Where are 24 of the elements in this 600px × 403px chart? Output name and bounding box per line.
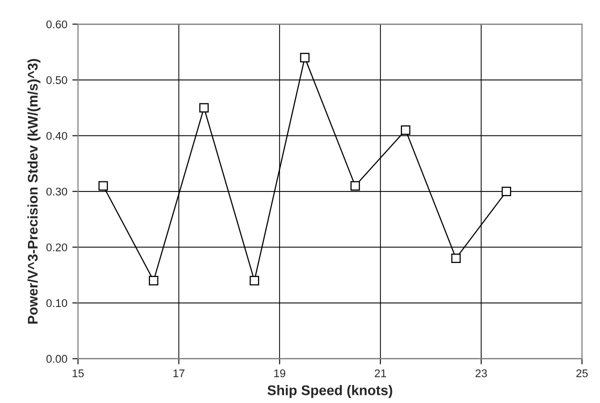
y-axis-title: Power/V^3-Precision Stdev (kW/(m/s)^3) [27, 58, 40, 324]
point [199, 103, 209, 113]
point [300, 52, 310, 62]
point [451, 254, 461, 264]
x-tick-label: 23 [476, 369, 487, 378]
y-tick-label: 0.30 [46, 188, 68, 196]
y-tick-label: 0.10 [46, 299, 68, 308]
y-tick-label: 0.40 [46, 132, 68, 140]
point [350, 181, 360, 191]
point [148, 276, 158, 286]
y-tick-label: 0.50 [46, 76, 68, 84]
point [502, 186, 512, 196]
x-tick-label: 15 [72, 369, 84, 378]
x-tick-label: 21 [374, 369, 386, 378]
x-tick-label: 19 [274, 369, 286, 378]
x-axis-title: Ship Speed (knots) [268, 385, 392, 398]
y-tick-label: 0.20 [46, 243, 68, 252]
x-tick-label: 17 [173, 369, 184, 378]
y-tick-label: 0.60 [46, 20, 68, 28]
y-tick-label: 0.00 [46, 354, 68, 363]
point [250, 276, 260, 286]
x-tick-label: 25 [576, 369, 588, 378]
point [400, 125, 410, 135]
point [98, 181, 108, 191]
